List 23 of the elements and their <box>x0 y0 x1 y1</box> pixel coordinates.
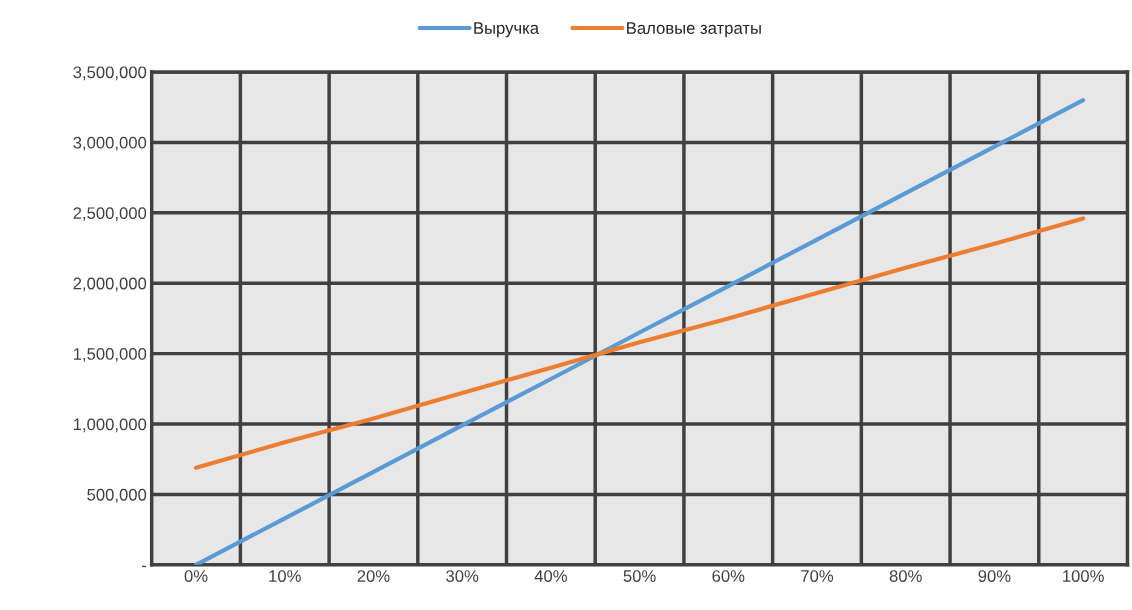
y-tick-label: 1,000,000 <box>73 418 147 433</box>
x-tick-label: 60% <box>712 570 745 582</box>
x-tick-label: 80% <box>889 570 922 582</box>
x-tick-label: 40% <box>534 570 567 582</box>
y-tick-label: 1,500,000 <box>73 348 147 362</box>
x-tick-label: 30% <box>446 570 479 582</box>
x-tick-label: 50% <box>623 570 656 582</box>
legend-label: Валовые затраты <box>627 22 761 38</box>
x-tick-label: 10% <box>269 570 301 582</box>
legend-label: Выручка <box>474 22 540 38</box>
x-tick-label: 70% <box>801 570 834 582</box>
y-tick-label: 2,500,000 <box>73 207 147 221</box>
x-tick-label: 20% <box>357 570 390 582</box>
y-tick-label: 3,000,000 <box>73 136 147 151</box>
line-series <box>193 98 1086 565</box>
line-series <box>193 216 1086 470</box>
y-tick-label: 3,500,000 <box>73 66 147 81</box>
x-tick-label: 100% <box>1063 570 1104 582</box>
y-tick-label: - <box>142 565 147 568</box>
x-tick-label: 0% <box>184 570 208 582</box>
y-tick-label: 500,000 <box>87 488 147 503</box>
x-tick-label: 90% <box>978 570 1011 582</box>
y-tick-label: 2,000,000 <box>73 277 147 292</box>
